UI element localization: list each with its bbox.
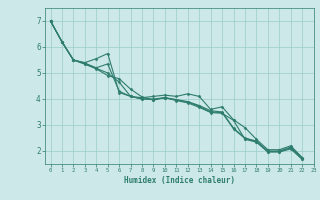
X-axis label: Humidex (Indice chaleur): Humidex (Indice chaleur) bbox=[124, 176, 235, 185]
